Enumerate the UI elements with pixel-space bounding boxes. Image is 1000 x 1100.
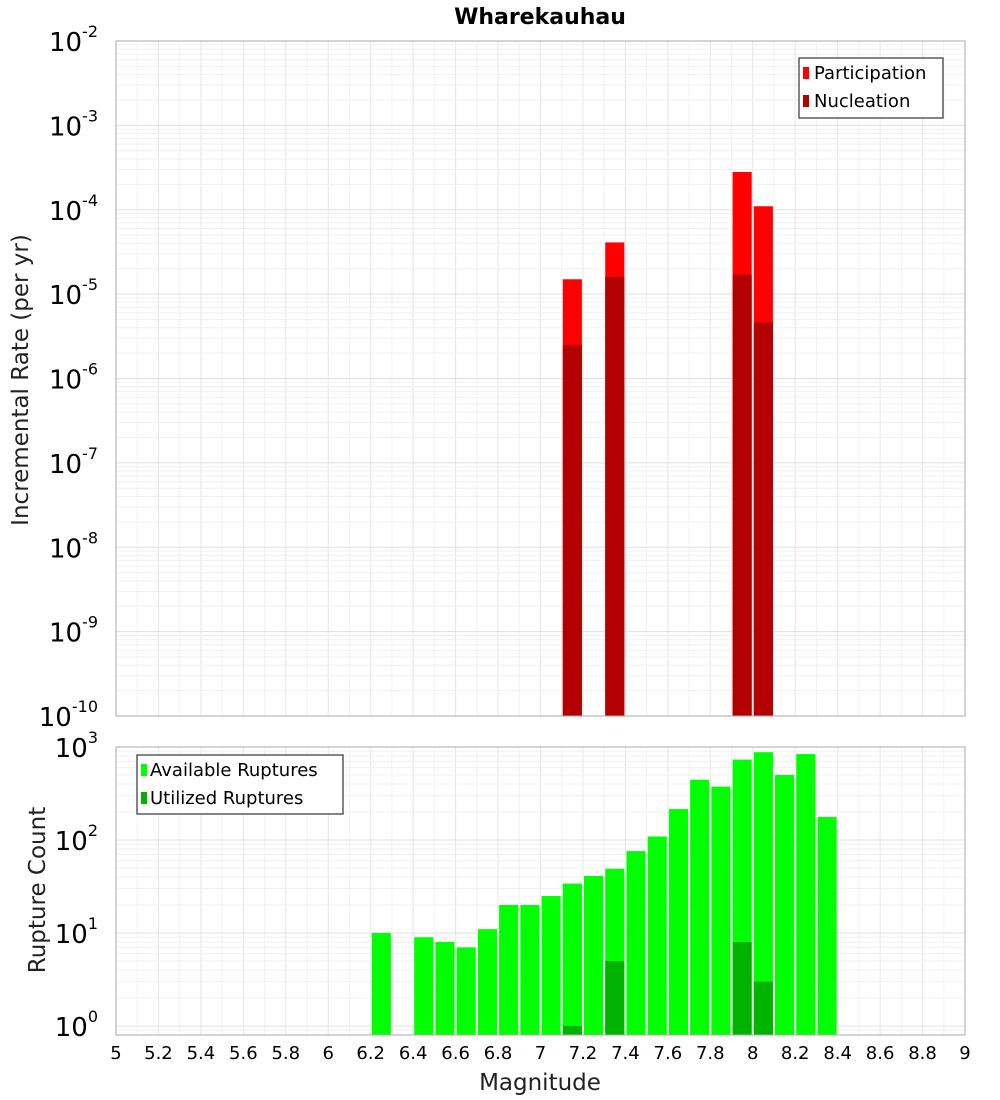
count-bar-utilized-ruptures — [562, 1025, 582, 1035]
legend-swatch-nucleation — [803, 95, 809, 107]
rate-bar-nucleation — [732, 274, 752, 716]
x-tick-label: 8.8 — [908, 1043, 937, 1064]
x-tick-label: 5.2 — [144, 1043, 173, 1064]
count-y-tick-label: 103 — [55, 728, 98, 764]
x-tick-label: 7.8 — [696, 1043, 725, 1064]
count-bar-available-ruptures — [541, 895, 561, 1035]
legend-label-available: Available Ruptures — [150, 760, 318, 781]
rate-y-tick-label: 10-7 — [49, 444, 98, 480]
legend-swatch-participation — [803, 67, 809, 79]
count-y-tick-label: 100 — [55, 1007, 98, 1043]
bottom-y-axis-label: Rupture Count — [25, 807, 51, 973]
x-tick-label: 8 — [747, 1043, 758, 1064]
x-tick-label: 8.6 — [866, 1043, 895, 1064]
count-bar-available-ruptures — [626, 851, 646, 1035]
legend-label-nucleation: Nucleation — [814, 91, 910, 112]
count-bar-available-ruptures — [817, 816, 837, 1035]
x-tick-label: 6.4 — [399, 1043, 428, 1064]
count-bar-available-ruptures — [690, 779, 710, 1035]
x-tick-label: 5.8 — [271, 1043, 300, 1064]
x-tick-label: 6.2 — [356, 1043, 385, 1064]
x-tick-label: 5 — [110, 1043, 121, 1064]
rate-bar-nucleation — [562, 344, 582, 716]
rate-y-tick-label: 10-4 — [49, 191, 98, 227]
x-tick-label: 8.2 — [781, 1043, 810, 1064]
legend-swatch-utilized — [141, 792, 147, 804]
rate-y-tick-label: 10-2 — [49, 22, 98, 58]
x-tick-label: 8.4 — [823, 1043, 852, 1064]
count-bar-available-ruptures — [796, 754, 816, 1035]
count-bar-available-ruptures — [775, 774, 795, 1035]
x-tick-label: 5.6 — [229, 1043, 258, 1064]
top-legend: Participation Nucleation — [798, 57, 944, 119]
count-bar-utilized-ruptures — [753, 981, 773, 1035]
rate-y-tick-label: 10-8 — [49, 528, 98, 564]
count-y-tick-label: 101 — [55, 914, 98, 950]
chart-title: Wharekauhau — [454, 5, 626, 30]
bottom-plot-frame — [115, 746, 966, 1036]
rate-y-tick-label: 10-3 — [49, 106, 98, 142]
x-axis-label: Magnitude — [479, 1070, 601, 1096]
x-tick-label: 7.6 — [654, 1043, 683, 1064]
top-plot-frame — [115, 40, 966, 717]
x-tick-label: 6 — [323, 1043, 334, 1064]
rate-bar-nucleation — [753, 322, 773, 716]
count-bar-available-ruptures — [753, 752, 773, 1035]
count-bar-available-ruptures — [584, 876, 604, 1035]
x-tick-label: 6.8 — [484, 1043, 513, 1064]
count-bar-available-ruptures — [477, 929, 497, 1035]
rate-y-tick-label: 10-10 — [39, 697, 98, 733]
x-tick-label: 9 — [959, 1043, 970, 1064]
bottom-legend: Available Ruptures Utilized Ruptures — [136, 754, 344, 815]
rate-y-tick-label: 10-9 — [49, 613, 98, 649]
count-bar-available-ruptures — [435, 942, 455, 1035]
count-bar-available-ruptures — [414, 937, 434, 1035]
count-bar-available-ruptures — [668, 809, 689, 1035]
rate-bar-nucleation — [605, 276, 625, 716]
legend-label-participation: Participation — [814, 63, 926, 84]
top-y-axis-label: Incremental Rate (per yr) — [8, 234, 34, 526]
rate-y-tick-label: 10-6 — [49, 360, 98, 396]
count-bar-available-ruptures — [499, 904, 519, 1035]
count-bar-utilized-ruptures — [732, 942, 752, 1035]
x-tick-label: 5.4 — [187, 1043, 216, 1064]
count-bar-available-ruptures — [562, 883, 582, 1035]
count-bar-available-ruptures — [371, 932, 391, 1035]
count-y-tick-label: 102 — [55, 821, 98, 857]
count-bar-available-ruptures — [520, 904, 540, 1035]
count-bar-available-ruptures — [647, 836, 667, 1035]
count-bar-available-ruptures — [456, 947, 476, 1035]
x-tick-label: 7.2 — [569, 1043, 598, 1064]
x-tick-label: 6.6 — [441, 1043, 470, 1064]
rate-y-tick-label: 10-5 — [49, 275, 98, 311]
legend-swatch-available — [141, 764, 147, 776]
count-bar-utilized-ruptures — [605, 960, 625, 1035]
count-bar-available-ruptures — [711, 786, 731, 1035]
legend-label-utilized: Utilized Ruptures — [150, 788, 303, 809]
x-tick-label: 7 — [535, 1043, 546, 1064]
x-tick-label: 7.4 — [611, 1043, 640, 1064]
